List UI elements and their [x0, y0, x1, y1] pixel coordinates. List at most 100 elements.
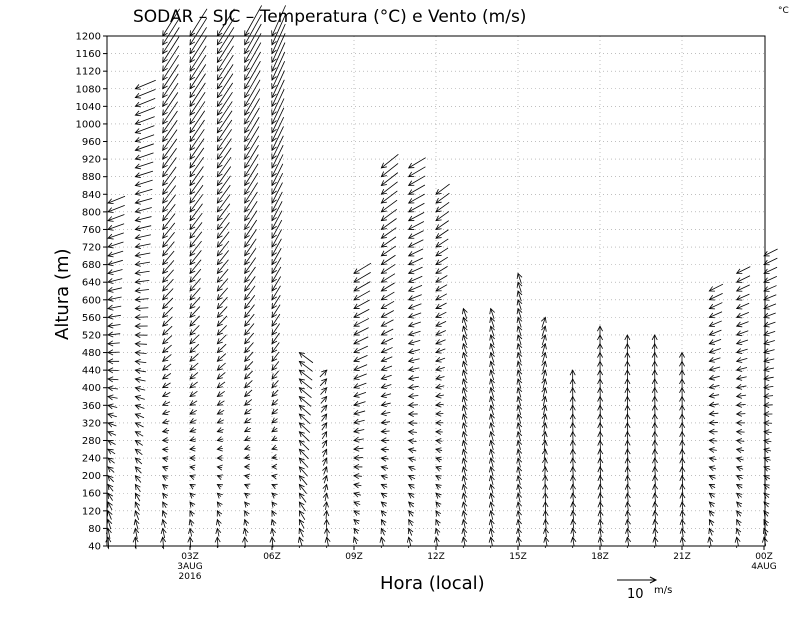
wind-arrow: [709, 510, 714, 517]
wind-arrow: [271, 323, 281, 336]
wind-arrowhead: [735, 268, 743, 274]
wind-arrow: [381, 199, 398, 213]
wind-arrow: [654, 449, 656, 459]
wind-arrow: [217, 278, 229, 292]
wind-arrowhead: [271, 188, 277, 196]
wind-arrowhead: [380, 330, 387, 336]
wind-arrowhead: [269, 536, 276, 543]
wind-arrow: [189, 175, 204, 195]
wind-arrow: [408, 303, 422, 309]
wind-arrowhead: [763, 366, 770, 373]
wind-arrow: [271, 427, 278, 433]
wind-arrow: [572, 501, 574, 512]
wind-arrow: [107, 440, 116, 445]
wind-arrow: [408, 312, 422, 318]
wind-arrowhead: [298, 510, 305, 517]
wind-arrow: [709, 283, 724, 292]
x-tick-label: 06Z: [263, 552, 281, 562]
wind-arrow: [244, 51, 261, 81]
wind-arrow: [298, 510, 306, 520]
wind-arrowhead: [324, 536, 331, 543]
wind-arrowhead: [435, 356, 442, 363]
wind-arrowhead: [380, 455, 387, 462]
wind-arrow: [271, 313, 281, 327]
wind-arrowhead: [271, 355, 278, 363]
wind-arrow: [408, 501, 414, 508]
wind-arrowhead: [271, 39, 277, 46]
wind-arrowhead: [735, 419, 742, 426]
wind-arrow: [599, 528, 602, 538]
wind-arrowhead: [271, 285, 277, 292]
wind-arrowhead: [763, 438, 770, 445]
wind-arrow: [271, 229, 282, 248]
wind-arrowhead: [407, 483, 415, 490]
wind-arrowhead: [244, 171, 250, 178]
wind-arrow: [736, 475, 743, 479]
wind-arrow: [162, 260, 175, 274]
wind-arrow: [435, 293, 448, 301]
wind-arrow: [217, 353, 227, 362]
wind-arrow: [135, 161, 154, 169]
wind-arrowhead: [216, 215, 223, 222]
wind-arrow: [299, 361, 313, 372]
x-tick-date: 4AUG: [751, 562, 776, 572]
wind-arrowhead: [243, 444, 251, 451]
wind-arrow: [162, 466, 168, 470]
wind-arrow: [736, 537, 739, 546]
wind-arrowhead: [243, 399, 251, 406]
wind-arrowhead: [461, 378, 468, 385]
wind-arrowhead: [461, 501, 468, 508]
wind-arrowhead: [624, 334, 631, 341]
wind-arrowhead: [541, 422, 548, 429]
wind-arrow: [626, 475, 629, 485]
wind-arrow: [599, 458, 602, 468]
wind-arrowhead: [435, 189, 442, 195]
wind-arrowhead: [216, 65, 223, 72]
wind-arrowhead: [134, 358, 141, 365]
wind-arrow: [736, 457, 744, 461]
wind-arrow: [322, 449, 328, 457]
wind-arrowhead: [298, 387, 305, 394]
wind-arrowhead: [244, 188, 250, 196]
wind-arrow: [217, 448, 223, 450]
wind-arrow: [134, 493, 141, 502]
wind-arrow: [435, 510, 440, 517]
y-tick-label: 40: [88, 542, 101, 553]
wind-arrow: [435, 330, 446, 336]
wind-arrowhead: [763, 277, 770, 283]
wind-arrowhead: [298, 395, 305, 402]
wind-arrow: [134, 501, 140, 511]
wind-arrow: [162, 316, 173, 327]
wind-arrowhead: [461, 430, 468, 438]
wind-arrowhead: [324, 527, 330, 534]
wind-arrowhead: [134, 287, 141, 294]
wind-arrowhead: [161, 409, 169, 416]
wind-arrow: [763, 285, 777, 292]
wind-arrowhead: [435, 286, 442, 292]
wind-arrowhead: [271, 329, 278, 336]
y-tick-label: 1080: [76, 84, 101, 95]
wind-arrowhead: [162, 259, 169, 266]
wind-arrow: [189, 73, 206, 98]
wind-arrow: [217, 101, 233, 125]
wind-arrow: [408, 266, 423, 274]
wind-arrow: [572, 475, 574, 486]
wind-arrowhead: [541, 430, 548, 438]
wind-arrow: [736, 385, 747, 389]
wind-arrowhead: [107, 225, 114, 231]
wind-arrowhead: [380, 410, 387, 417]
wind-arrowhead: [189, 303, 196, 310]
wind-arrowhead: [407, 384, 415, 390]
wind-arrow: [654, 501, 657, 512]
wind-arrow: [244, 266, 256, 283]
wind-arrow: [709, 366, 721, 371]
wind-arrow: [271, 285, 281, 301]
wind-arrowhead: [271, 294, 278, 301]
wind-arrow: [517, 273, 522, 284]
wind-arrowhead: [189, 464, 196, 471]
wind-arrowhead: [353, 401, 360, 407]
x-tick-label: 15Z: [509, 552, 527, 562]
wind-arrow: [353, 410, 366, 415]
wind-arrowhead: [679, 465, 686, 473]
wind-arrowhead: [516, 342, 523, 350]
